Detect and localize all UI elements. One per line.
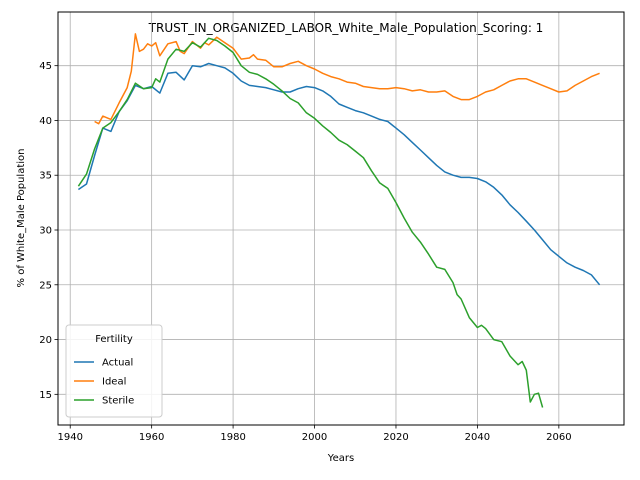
x-tick-label: 1980 (220, 432, 245, 443)
y-tick-label: 35 (39, 171, 52, 182)
chart-title: TRUST_IN_ORGANIZED_LABOR_White_Male_Popu… (148, 21, 544, 35)
x-tick-label: 1960 (139, 432, 164, 443)
y-tick-label: 15 (39, 390, 52, 401)
legend-title: Fertility (95, 334, 133, 345)
y-tick-label: 45 (39, 61, 52, 72)
plot-frame (57, 11, 625, 426)
legend-label-ideal: Ideal (102, 377, 126, 388)
legend-box (65, 324, 163, 418)
legend-label-sterile: Sterile (102, 396, 134, 407)
x-axis-title: Years (327, 453, 354, 464)
x-tick-label: 1940 (57, 432, 82, 443)
x-tick-label: 2060 (546, 432, 571, 443)
x-tick-label: 2020 (383, 432, 408, 443)
y-tick-label: 20 (39, 335, 52, 346)
y-axis-title: % of White_Male Population (16, 149, 27, 288)
y-tick-label: 30 (39, 226, 52, 237)
legend: Fertility Actual Ideal Sterile (65, 324, 163, 418)
x-tick-label: 2000 (302, 432, 327, 443)
axis-ticks: 1940 1960 1980 2000 2020 2040 2060 15 20 25 30 35 40… (39, 61, 571, 443)
x-tick-label: 2040 (465, 432, 490, 443)
y-tick-label: 40 (39, 116, 52, 127)
series-line-sterile (77, 37, 544, 408)
series-line-actual (77, 62, 601, 286)
legend-label-actual: Actual (102, 358, 133, 369)
series-line-ideal (94, 33, 600, 125)
plot-series (77, 33, 601, 408)
y-tick-label: 25 (39, 280, 52, 291)
